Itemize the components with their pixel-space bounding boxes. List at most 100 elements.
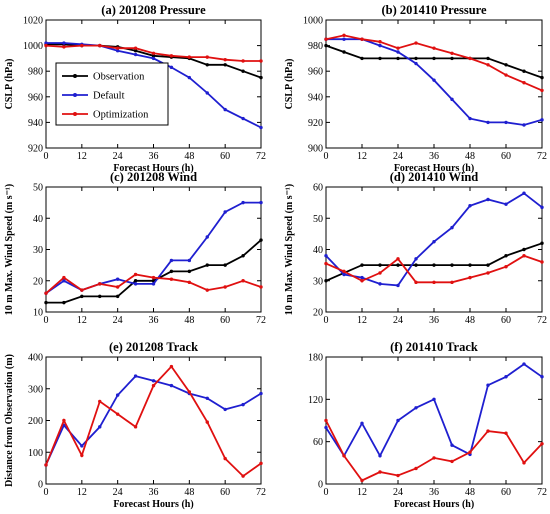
data-point <box>62 45 66 49</box>
data-point <box>133 272 138 277</box>
y-tick-label: 940 <box>308 92 323 103</box>
x-tick-label: 0 <box>324 487 329 498</box>
data-point <box>133 46 138 50</box>
data-point <box>205 396 209 400</box>
data-point <box>486 263 490 267</box>
x-tick-label: 36 <box>149 315 159 326</box>
x-tick-label: 60 <box>501 151 511 162</box>
data-point <box>342 37 346 41</box>
data-point <box>241 279 245 283</box>
x-tick-label: 0 <box>324 315 329 326</box>
data-point <box>378 282 382 286</box>
chart-title: (d) 201410 Wind <box>390 170 479 184</box>
chart-panel-5: (e) 201208 Track 0 12 24 36 48 60 72 0 100 200 300 4… <box>4 340 266 510</box>
series-line <box>325 362 543 458</box>
plot-frame <box>325 356 543 485</box>
data-point <box>241 69 245 73</box>
data-point <box>522 362 526 366</box>
data-point <box>378 263 382 267</box>
series-observation <box>324 43 544 80</box>
x-tick-label: 12 <box>357 315 367 326</box>
data-point <box>414 56 418 61</box>
y-tick-label: 0 <box>318 480 323 491</box>
x-tick-label: 0 <box>44 487 49 498</box>
x-tick-label: 72 <box>537 315 547 326</box>
data-point <box>187 280 192 285</box>
data-point <box>169 364 174 369</box>
data-point <box>540 375 544 379</box>
y-tick-label: 960 <box>308 67 323 78</box>
y-tick-label: 1020 <box>23 16 43 27</box>
y-tick-label: 980 <box>28 67 43 78</box>
chart-panel-3: (c) 201208 Wind 0 12 24 36 48 60 72 10 20 30 40 50 10… <box>4 170 266 326</box>
legend-label: Optimization <box>93 110 149 121</box>
data-point <box>324 418 328 423</box>
data-point <box>468 263 472 267</box>
data-point <box>486 383 490 387</box>
x-tick-label: 12 <box>77 315 87 326</box>
data-point <box>432 280 436 285</box>
data-point <box>151 54 156 58</box>
data-point <box>324 261 328 266</box>
data-point <box>44 291 48 295</box>
data-point <box>223 57 227 62</box>
data-point <box>378 56 382 61</box>
x-tick-label: 24 <box>393 487 403 498</box>
y-tick-label: 40 <box>313 245 323 256</box>
data-point <box>151 379 156 383</box>
plot-frame <box>45 186 262 313</box>
data-point <box>187 75 192 80</box>
y-axis-label: CSLP (hPa) <box>4 59 15 110</box>
data-point <box>98 399 102 404</box>
x-tick-label: 60 <box>501 487 511 498</box>
data-point <box>259 391 263 396</box>
data-point <box>241 474 245 478</box>
data-point <box>151 282 156 286</box>
data-point <box>223 107 227 112</box>
data-point <box>396 257 400 261</box>
data-point <box>133 374 138 378</box>
data-point <box>414 41 418 45</box>
data-point <box>169 54 174 58</box>
y-tick-label: 40 <box>33 214 43 225</box>
data-point <box>205 55 209 59</box>
data-point <box>432 56 436 61</box>
data-point <box>414 280 418 285</box>
x-tick-label: 12 <box>77 487 87 498</box>
data-point <box>169 65 174 70</box>
y-tick-label: 50 <box>33 183 43 194</box>
data-point <box>450 56 454 61</box>
x-tick-label: 36 <box>429 151 439 162</box>
data-point <box>44 43 48 48</box>
series-line <box>325 34 543 92</box>
data-point <box>450 443 454 447</box>
data-point <box>80 453 84 458</box>
y-tick-label: 1000 <box>23 41 43 52</box>
series-line <box>45 375 262 466</box>
y-tick-label: 0 <box>38 480 43 491</box>
legend-marker <box>73 93 77 97</box>
data-point <box>187 258 192 263</box>
y-tick-label: 200 <box>28 416 43 427</box>
data-point <box>324 43 328 48</box>
y-tick-label: 920 <box>308 118 323 129</box>
data-point <box>324 425 328 430</box>
data-point <box>133 425 138 429</box>
data-point <box>432 78 436 82</box>
data-point <box>450 263 454 267</box>
data-point <box>468 56 472 61</box>
data-point <box>241 402 245 407</box>
data-point <box>342 269 346 274</box>
data-point <box>378 454 382 458</box>
data-point <box>98 425 102 429</box>
data-point <box>360 421 364 426</box>
x-axis-label: Forecast Hours (h) <box>113 499 193 510</box>
data-point <box>259 461 263 466</box>
data-point <box>432 456 436 460</box>
data-point <box>522 461 526 465</box>
data-point <box>540 205 544 210</box>
data-point <box>223 263 227 267</box>
data-point <box>468 275 472 280</box>
data-point <box>205 235 209 239</box>
